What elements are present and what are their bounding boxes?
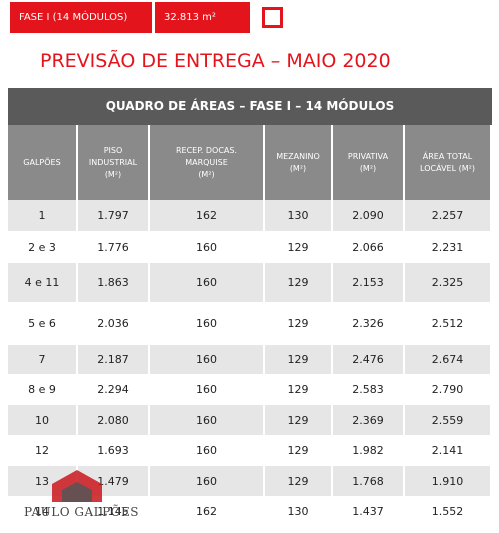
header-line: (M²) [289,163,307,173]
header-line: LOCÁVEL (M²) [420,163,475,173]
header-line: (M²) [104,169,122,179]
table-cell: 10 [8,405,78,436]
table-cell: 160 [150,232,265,263]
table-cell: 1 [8,200,78,232]
table-cell: 1.145 [78,497,150,527]
header-line: (M²) [198,169,215,179]
table-caption: QUADRO DE ÁREAS – FASE I – 14 MÓDULOS [8,88,492,125]
table-cell: 2.141 [405,436,492,466]
table-cell: 160 [150,405,265,436]
phase-label: FASE I (14 MÓDULOS) [10,2,152,33]
table-cell: 12 [8,436,78,466]
table-cell: 7 [8,345,78,375]
area-label: 32.813 m² [155,2,250,33]
table-cell: 2.476 [333,345,405,375]
header-line: ÁREA TOTAL [422,151,473,161]
table-cell: 2 e 3 [8,232,78,263]
table-cell: 129 [265,345,333,375]
watermark-text: PAULO GALPÕES [24,505,139,519]
table-cell: 160 [150,466,265,497]
table-cell: 129 [265,303,333,345]
table-cell: 1.437 [333,497,405,527]
table-cell: 1.552 [405,497,492,527]
header-line: (M²) [359,163,377,173]
table-cell: 5 e 6 [8,303,78,345]
table-cell: 2.369 [333,405,405,436]
header-line: GALPÕES [23,157,61,167]
table-cell: 130 [265,200,333,232]
column-header: GALPÕES [8,125,78,200]
column-header: ÁREA TOTAL LOCÁVEL (M²) [405,125,492,200]
table-cell: 129 [265,466,333,497]
header-line: MARQUISE [185,157,228,167]
table-cell: 1.479 [78,466,150,497]
table-cell: 1.863 [78,263,150,303]
table-cell: 2.090 [333,200,405,232]
table-cell: 162 [150,200,265,232]
table-cell: 2.674 [405,345,492,375]
table-cell: 160 [150,303,265,345]
header-line: RECEP. DOCAS. [175,145,238,155]
table-cell: 2.559 [405,405,492,436]
table-cell: 2.231 [405,232,492,263]
table-cell: 129 [265,263,333,303]
table-cell: 1.768 [333,466,405,497]
table-cell: 160 [150,263,265,303]
table-cell: 8 e 9 [8,375,78,405]
table-cell: 2.790 [405,375,492,405]
table-cell: 1.693 [78,436,150,466]
table-cell: 2.583 [333,375,405,405]
column-header: RECEP. DOCAS. MARQUISE (M²) [150,125,265,200]
table-cell: 2.153 [333,263,405,303]
table-cell: 2.036 [78,303,150,345]
table-cell: 4 e 11 [8,263,78,303]
table-cell: 130 [265,497,333,527]
column-header: PISO INDUSTRIAL (M²) [78,125,150,200]
table-cell: 160 [150,436,265,466]
table-cell: 1.982 [333,436,405,466]
table-cell: 13 [8,466,78,497]
header-line: PISO [103,145,123,155]
table-cell: 2.257 [405,200,492,232]
title: PREVISÃO DE ENTREGA – MAIO 2020 [40,50,391,72]
table-cell: 1.910 [405,466,492,497]
table-cell: 2.066 [333,232,405,263]
checkbox-icon [262,7,283,28]
table-cell: 2.187 [78,345,150,375]
table-cell: 1.776 [78,232,150,263]
table-cell: 162 [150,497,265,527]
table-cell: 2.512 [405,303,492,345]
column-header: MEZANINO (M²) [265,125,333,200]
table-cell: 2.080 [78,405,150,436]
table-cell: 1.797 [78,200,150,232]
table-cell: 2.326 [333,303,405,345]
table-cell: 129 [265,405,333,436]
table-cell: 2.325 [405,263,492,303]
table-cell: 2.294 [78,375,150,405]
table-cell: 129 [265,375,333,405]
table-cell: 129 [265,232,333,263]
column-header: PRIVATIVA (M²) [333,125,405,200]
header-line: PRIVATIVA [347,151,389,161]
header-line: MEZANINO [276,151,320,161]
table-cell: 129 [265,436,333,466]
table-cell: 160 [150,375,265,405]
table-cell: 160 [150,345,265,375]
header-line: INDUSTRIAL [88,157,138,167]
table-cell: 14 [8,497,78,527]
